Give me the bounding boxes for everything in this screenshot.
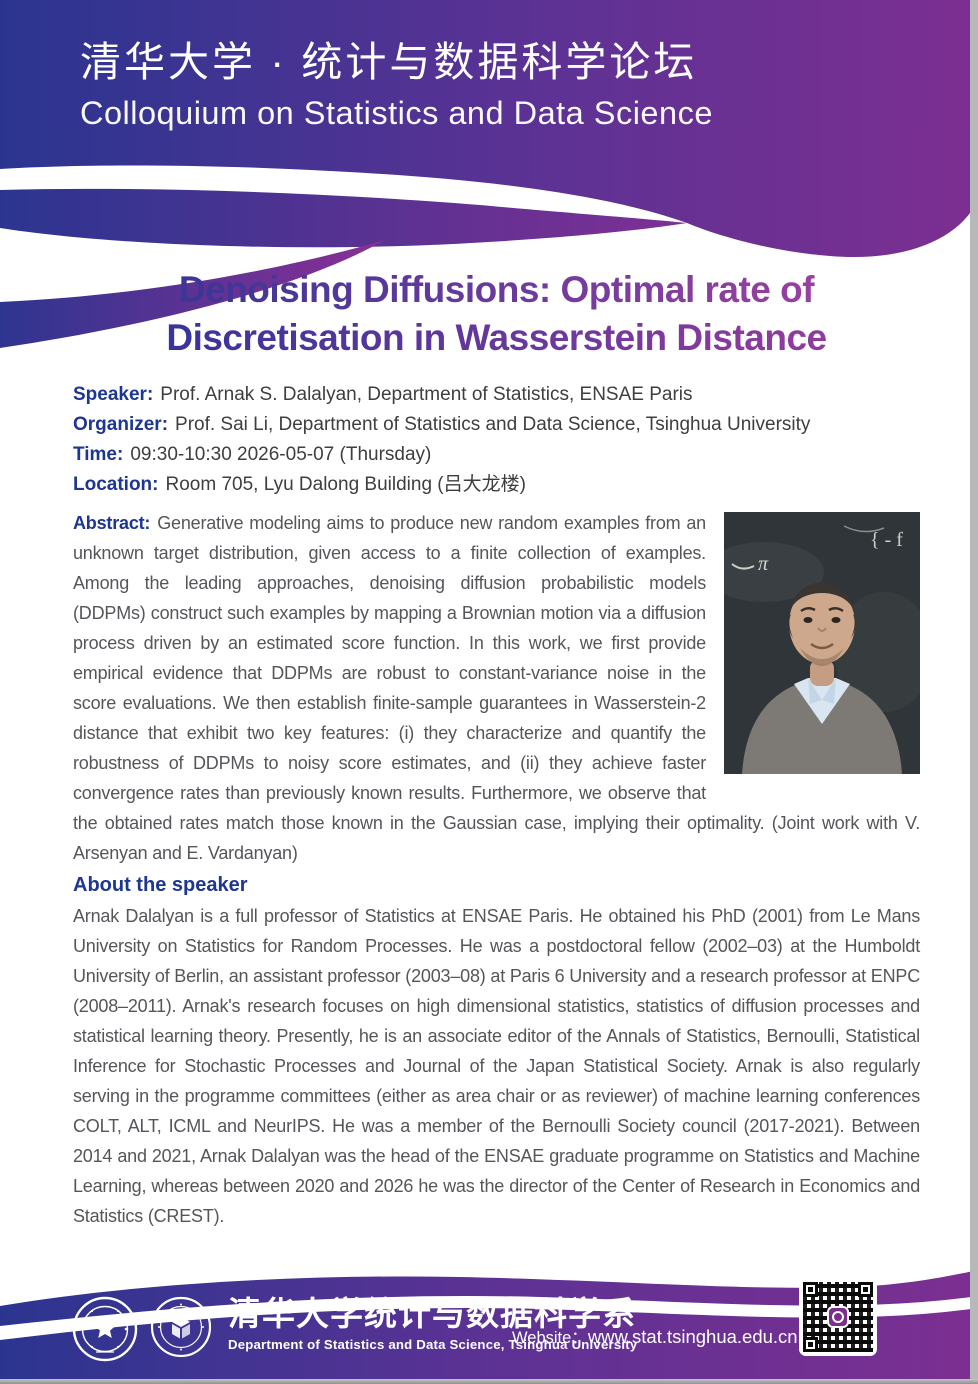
header-wave-decoration: [0, 0, 978, 348]
time-value: 09:30-10:30 2026-05-07 (Thursday): [130, 444, 432, 465]
abstract-paragraph: Abstract: Generative modeling aims to pro…: [73, 508, 920, 868]
mid-wave-stripe: [0, 188, 687, 248]
speaker-row: Speaker: Prof. Arnak S. Dalalyan, Departm…: [73, 380, 920, 410]
screenshot-right-edge: [970, 0, 978, 1384]
speaker-photo: π { - f: [724, 512, 920, 774]
qr-code: [799, 1278, 877, 1356]
qr-finder-icon: [858, 1282, 873, 1297]
abstract-label: Abstract:: [73, 513, 151, 533]
forum-title-chinese: 清华大学 · 统计与数据科学论坛: [80, 39, 698, 85]
department-name-chinese: 清华大学统计与数据科学系: [228, 1295, 636, 1332]
footer-white-ribbon: [0, 1295, 978, 1340]
about-heading: About the speaker: [73, 874, 248, 896]
qr-finder-icon: [803, 1337, 818, 1352]
qr-center-logo-icon: [827, 1306, 849, 1328]
svg-text:{ - f: { - f: [870, 529, 903, 551]
organizer-row: Organizer: Prof. Sai Li, Department of St…: [73, 410, 920, 440]
qr-pattern: [803, 1282, 873, 1352]
website-label: Website：: [512, 1329, 588, 1347]
department-name-block: 清华大学统计与数据科学系 Department of Statistics an…: [228, 1294, 637, 1352]
abstract-section: π { - f: [73, 508, 920, 868]
website-link[interactable]: www.stat.tsinghua.edu.cn: [587, 1326, 798, 1347]
department-seal-logo: [150, 1296, 212, 1358]
footer-wave-decoration: [0, 1270, 978, 1384]
main-content: Denoising Diffusions: Optimal rate of Di…: [73, 266, 920, 1231]
talk-title-line2: Discretisation in Wasserstein Distance: [73, 314, 920, 362]
header-banner: 清华大学 · 统计与数据科学论坛 Colloquium on Statistic…: [80, 36, 713, 134]
location-label: Location:: [73, 474, 159, 495]
speaker-value: Prof. Arnak S. Dalalyan, Department of S…: [160, 384, 693, 405]
talk-title-line1: Denoising Diffusions: Optimal rate of: [73, 266, 920, 314]
svg-text:π: π: [758, 553, 769, 575]
speaker-label: Speaker:: [73, 384, 154, 405]
tsinghua-university-seal-logo: [72, 1296, 138, 1362]
footer-banner: 清华大学统计与数据科学系 Department of Statistics an…: [0, 1264, 978, 1384]
organizer-label: Organizer:: [73, 414, 169, 435]
forum-title-english: Colloquium on Statistics and Data Scienc…: [80, 95, 713, 131]
time-row: Time: 09:30-10:30 2026-05-07 (Thursday): [73, 440, 920, 470]
department-name-english: Department of Statistics and Data Scienc…: [228, 1337, 638, 1352]
talk-title: Denoising Diffusions: Optimal rate of Di…: [73, 266, 920, 362]
organizer-value: Prof. Sai Li, Department of Statistics a…: [175, 414, 811, 435]
talk-info: Speaker: Prof. Arnak S. Dalalyan, Departm…: [73, 380, 920, 500]
abstract-text: Generative modeling aims to produce new …: [73, 513, 920, 863]
thin-swoosh: [0, 240, 385, 348]
time-label: Time:: [73, 444, 124, 465]
qr-finder-icon: [803, 1282, 818, 1297]
about-text: Arnak Dalalyan is a full professor of St…: [73, 906, 920, 1226]
website-block: Website：www.stat.tsinghua.edu.cn: [512, 1324, 798, 1348]
about-section: About the speaker Arnak Dalalyan is a fu…: [73, 874, 920, 1231]
screenshot-bottom-edge: [0, 1379, 978, 1384]
footer-gradient-mass: [0, 1270, 978, 1384]
location-row: Location: Room 705, Lyu Dalong Building (…: [73, 470, 920, 500]
header-gradient-mass: [0, 0, 978, 258]
location-value: Room 705, Lyu Dalong Building (吕大龙楼): [165, 474, 526, 495]
